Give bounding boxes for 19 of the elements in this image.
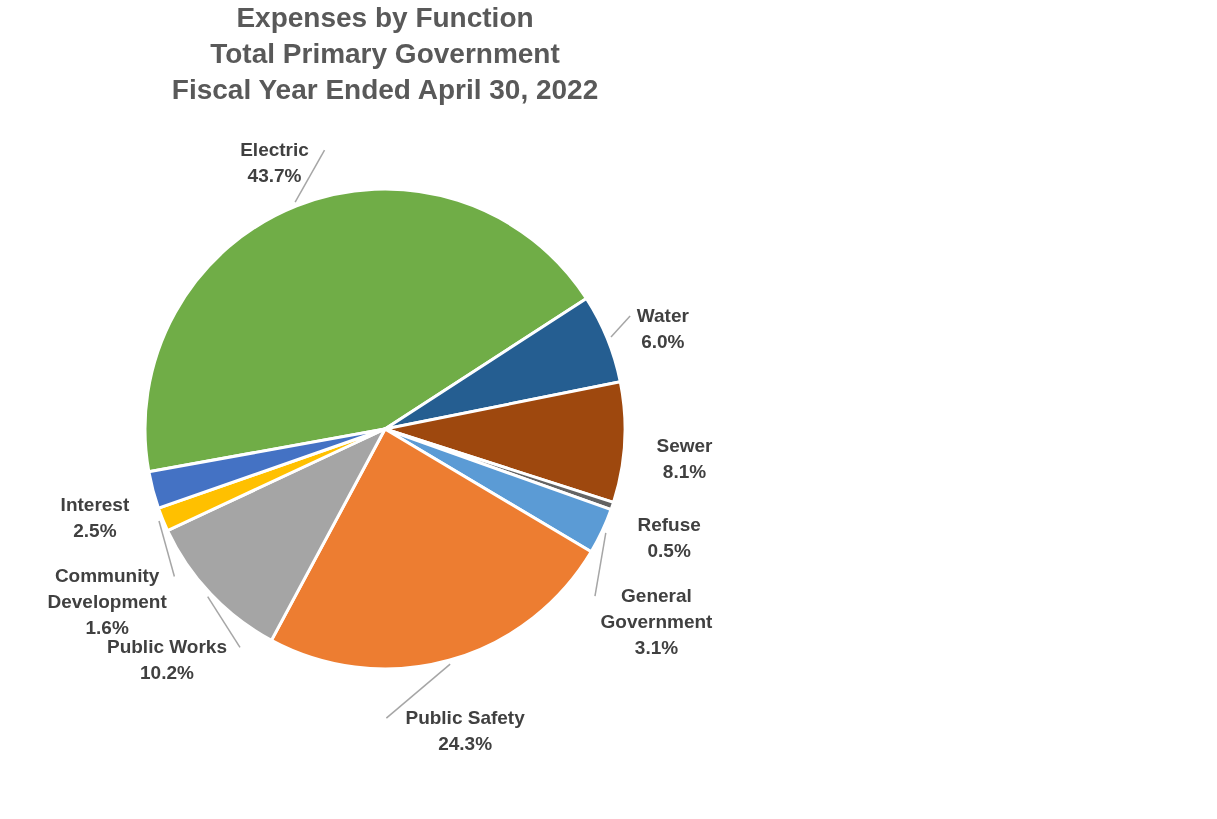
slice-label: Sewer: [656, 434, 714, 456]
slice-label: Water: [636, 304, 690, 326]
slice-label: Community Development: [47, 565, 168, 613]
data-label: 6.0%: [641, 330, 685, 352]
slice-label: Electric: [240, 139, 310, 161]
data-label: 8.1%: [662, 460, 707, 482]
slice-label: General Government: [600, 585, 714, 633]
data-label: 1.6%: [85, 617, 129, 639]
data-label: 0.5%: [647, 540, 691, 562]
slice-label: Public Safety: [405, 707, 526, 729]
slice-label: Public Works: [106, 636, 227, 658]
data-label: 43.7%: [247, 165, 302, 187]
data-label: 24.3%: [438, 733, 493, 755]
slice-label: Refuse: [637, 514, 701, 536]
slice-label: Interest: [60, 494, 130, 516]
chart-title: Expenses by Function Total Primary Government Fiscal Year Ended April 30, 2022: [171, 2, 599, 105]
data-label: 10.2%: [140, 662, 195, 684]
data-label: 2.5%: [73, 520, 117, 542]
data-label: 3.1%: [634, 637, 679, 659]
